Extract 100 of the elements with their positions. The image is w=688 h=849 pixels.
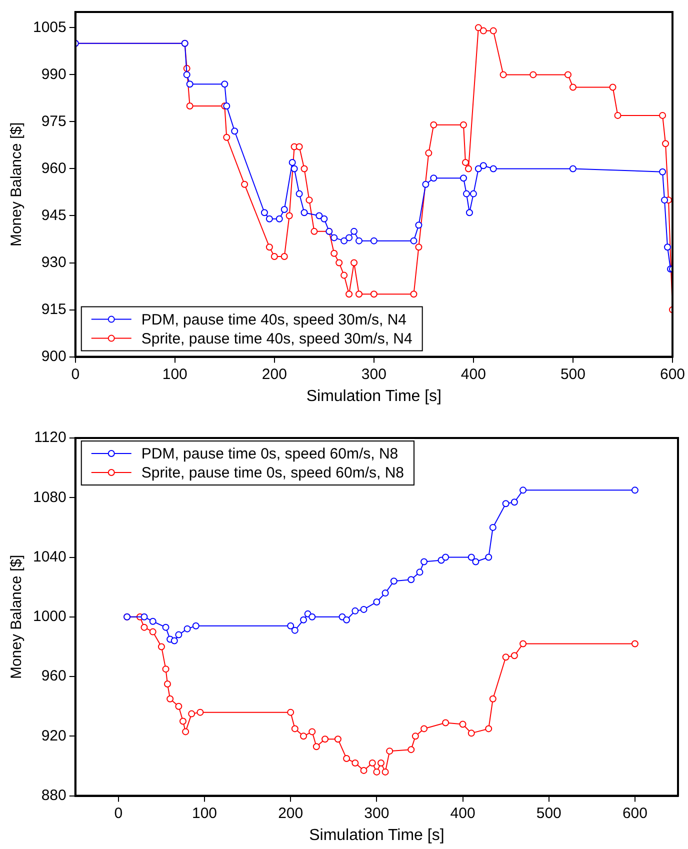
point (300, 165, 308, 172)
point (360, 766, 368, 774)
point (310, 228, 318, 235)
point (196, 708, 204, 716)
point (569, 165, 576, 172)
y-tick-label: 1080 (32, 488, 66, 506)
point (530, 71, 537, 78)
y-tick-label: 990 (41, 66, 66, 83)
point (489, 695, 496, 702)
legend-label: Sprite, pause time 40s, speed 30m/s, N4 (141, 330, 412, 348)
point (510, 498, 518, 506)
point (462, 190, 470, 198)
point (430, 121, 438, 128)
point (162, 666, 170, 673)
point (287, 622, 294, 630)
point (300, 732, 308, 740)
y-axis-title: Money Balance [$] (8, 554, 26, 680)
point (175, 702, 182, 710)
point (464, 165, 472, 172)
point (186, 102, 194, 110)
point (175, 631, 182, 638)
point (408, 746, 415, 754)
point (609, 84, 616, 91)
point (425, 150, 432, 157)
point (334, 736, 342, 743)
point (459, 720, 466, 728)
point (408, 576, 415, 584)
point (288, 158, 296, 166)
point (510, 652, 518, 660)
legend-label: Sprite, pause time 0s, speed 60m/s, N8 (141, 464, 404, 482)
point (485, 725, 492, 732)
point (490, 165, 497, 172)
point (422, 180, 430, 188)
y-tick-label: 900 (41, 348, 66, 365)
point (223, 134, 230, 141)
point (470, 190, 477, 198)
point (179, 718, 186, 725)
point (276, 215, 283, 222)
x-tick-label: 400 (450, 804, 476, 822)
point (356, 290, 362, 298)
point (485, 554, 492, 561)
point (170, 637, 178, 644)
point (442, 554, 450, 561)
point (472, 558, 480, 566)
point (500, 71, 507, 78)
point (336, 259, 343, 266)
point (489, 524, 496, 531)
point (300, 209, 308, 216)
point (270, 252, 278, 260)
x-tick-label: 200 (262, 366, 287, 383)
point (480, 162, 487, 170)
point (373, 768, 380, 776)
y-tick-label: 1000 (32, 608, 66, 626)
point (661, 196, 668, 204)
point (631, 640, 638, 648)
point (468, 730, 475, 737)
point (370, 237, 378, 244)
point (659, 168, 666, 176)
point (462, 158, 469, 166)
point (390, 578, 398, 585)
point (221, 80, 228, 88)
point (480, 27, 487, 34)
y-axis-title: Money Balance [$] (8, 122, 26, 247)
point (291, 725, 298, 732)
legend-label: PDM, pause time 40s, speed 30m/s, N4 (141, 311, 406, 328)
point (320, 215, 328, 222)
point (412, 732, 419, 740)
point (280, 252, 288, 260)
point (430, 174, 438, 182)
point (158, 643, 165, 650)
point (382, 590, 389, 597)
x-axis-title: Simulation Time [s] (306, 388, 442, 405)
point (260, 209, 268, 216)
x-tick-label: 500 (536, 804, 562, 822)
point (490, 27, 497, 34)
point (377, 760, 384, 766)
point (356, 237, 362, 244)
point (312, 743, 320, 750)
x-tick-label: 0 (114, 804, 123, 822)
point (520, 640, 527, 648)
y-tick-label: 880 (41, 786, 66, 804)
point (442, 719, 450, 726)
point (241, 180, 248, 188)
y-tick-label: 915 (41, 300, 66, 318)
point (296, 190, 303, 198)
y-tick-label: 1120 (34, 429, 66, 446)
point (352, 607, 359, 614)
point (280, 206, 288, 213)
point (474, 24, 482, 32)
point (149, 628, 156, 636)
y-tick-label: 960 (41, 668, 66, 685)
x-tick-label: 500 (560, 366, 586, 383)
point (306, 196, 313, 204)
point (308, 613, 316, 620)
point (186, 80, 194, 88)
point (346, 234, 353, 242)
point (410, 290, 418, 298)
point (360, 606, 368, 613)
x-tick-label: 100 (162, 366, 188, 383)
point (474, 165, 482, 172)
